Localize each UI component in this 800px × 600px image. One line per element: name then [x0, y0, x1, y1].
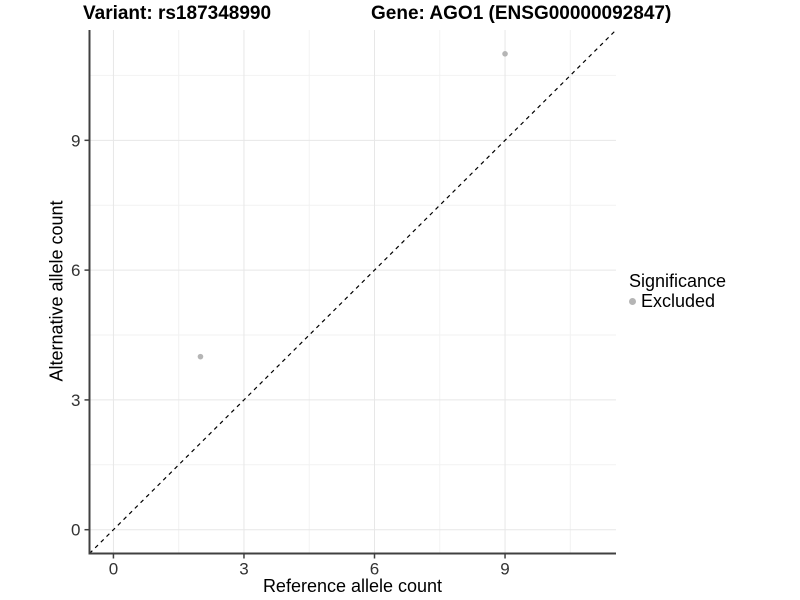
plot-title-variant: Variant: rs187348990 [83, 3, 272, 24]
x-tick-label: 0 [109, 560, 118, 579]
plot-title-gene: Gene: AGO1 (ENSG00000092847) [371, 3, 672, 24]
data-point [502, 50, 508, 57]
y-axis-title: Alternative allele count [46, 200, 67, 382]
identity-dashed-line [89, 30, 616, 554]
y-tick-label: 3 [71, 391, 80, 410]
legend-entry-excluded: Excluded [629, 292, 726, 310]
x-tick-label: 6 [370, 560, 379, 579]
x-tick-label: 9 [500, 560, 509, 579]
y-tick-label: 0 [71, 521, 80, 540]
legend-title: Significance [629, 271, 727, 291]
x-tick-label: 3 [239, 560, 248, 579]
y-tick-label: 6 [71, 261, 80, 280]
data-point [197, 353, 204, 360]
legend-entry-label: Excluded [641, 291, 716, 311]
legend-point-icon [629, 297, 636, 305]
legend: Significance Excluded [629, 272, 726, 310]
y-tick-label: 9 [71, 131, 80, 150]
x-axis-title: Reference allele count [262, 576, 443, 596]
